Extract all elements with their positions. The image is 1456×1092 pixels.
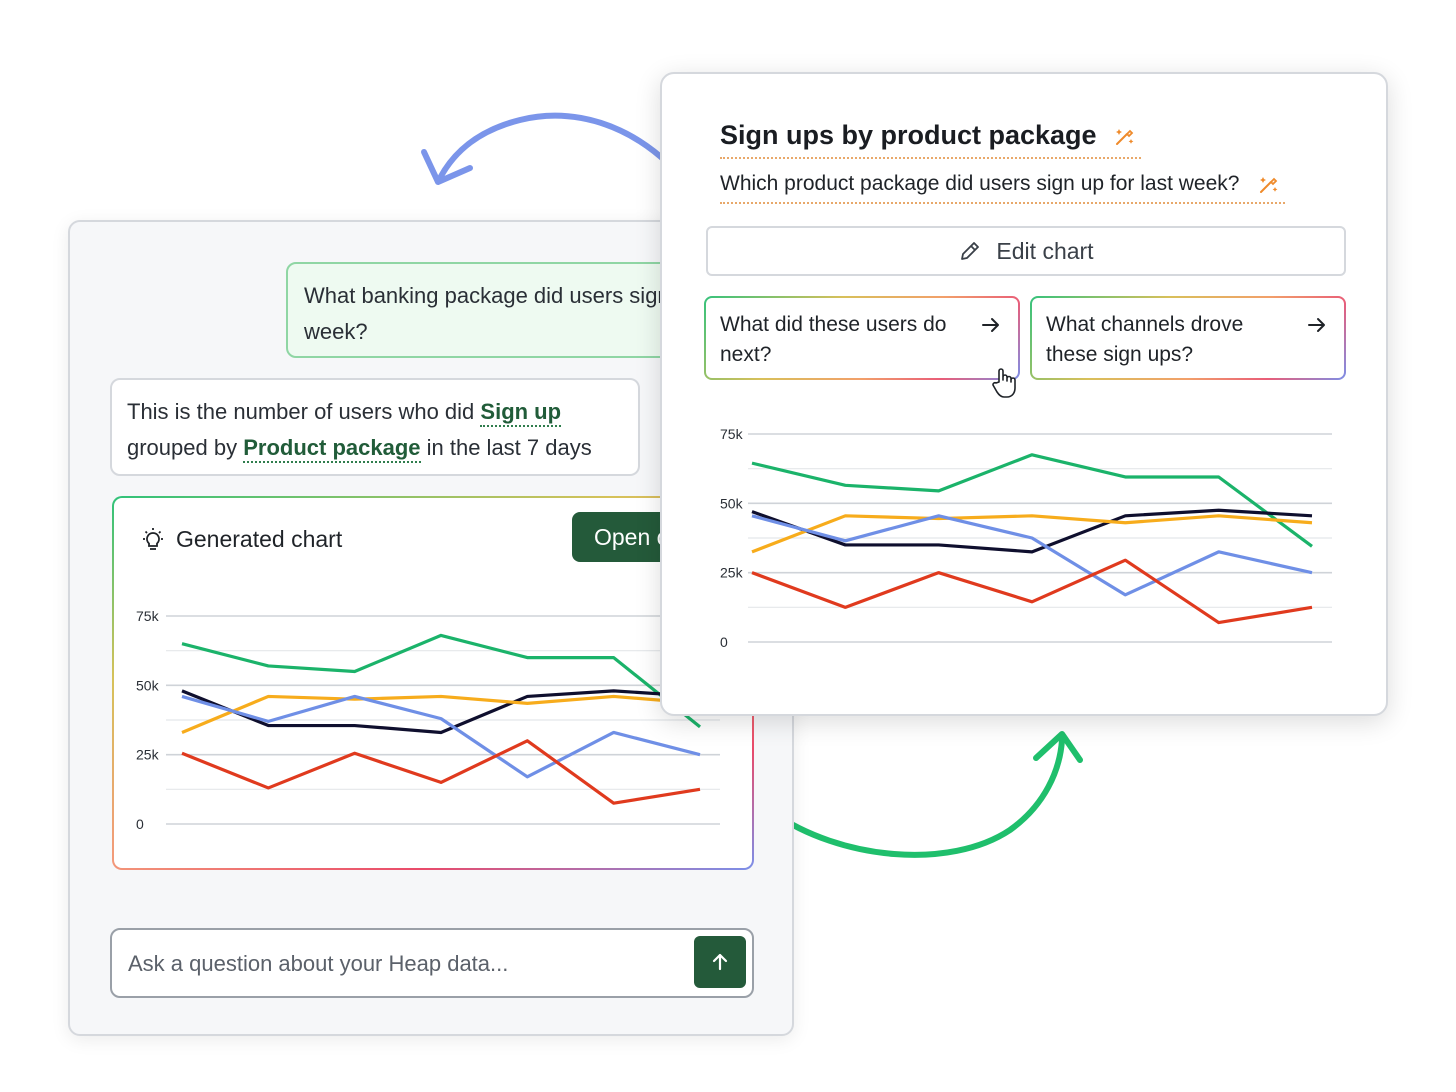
series-line-0 bbox=[751, 453, 1313, 548]
event-tag[interactable]: Sign up bbox=[480, 399, 562, 427]
green-curved-arrow bbox=[769, 737, 1065, 858]
ask-input[interactable] bbox=[126, 930, 690, 998]
y-tick-label: 25k bbox=[720, 565, 744, 581]
arrow-right-icon bbox=[982, 318, 999, 332]
series-line-3 bbox=[181, 694, 701, 779]
y-tick-label: 50k bbox=[720, 495, 744, 511]
suggestion-label: What channels drove these sign ups? bbox=[1046, 313, 1244, 366]
sparkle-icon[interactable] bbox=[1111, 124, 1137, 150]
answer-suffix: in the last 7 days bbox=[426, 435, 592, 460]
generated-chart-label: Generated chart bbox=[176, 526, 343, 552]
chart-subtitle-text: Which product package did users sign up … bbox=[720, 172, 1240, 195]
series-line-0 bbox=[181, 633, 702, 729]
y-tick-label: 75k bbox=[720, 426, 744, 442]
property-tag[interactable]: Product package bbox=[243, 435, 421, 463]
chart-panel: Sign ups by product package Which produc… bbox=[660, 72, 1388, 716]
blue-arrow-head bbox=[421, 149, 473, 185]
answer-mid: grouped by bbox=[127, 435, 238, 460]
generated-line-chart: 0 25k 50k 75k bbox=[136, 608, 720, 832]
y-tick-label: 25k bbox=[136, 747, 160, 763]
series-line-2 bbox=[181, 694, 701, 734]
chart-title[interactable]: Sign ups by product package bbox=[720, 120, 1141, 159]
lightbulb-icon bbox=[143, 527, 163, 550]
chart-subtitle[interactable]: Which product package did users sign up … bbox=[720, 172, 1286, 204]
edit-chart-button[interactable]: Edit chart bbox=[706, 226, 1346, 276]
suggestion-next-actions[interactable]: What did these users do next? bbox=[704, 296, 1020, 380]
chart-title-text: Sign ups by product package bbox=[720, 120, 1097, 150]
hand-pointer-icon bbox=[992, 368, 1016, 398]
pencil-icon bbox=[961, 242, 980, 260]
series-line-3 bbox=[751, 514, 1313, 597]
suggestion-channels[interactable]: What channels drove these sign ups? bbox=[1030, 296, 1346, 380]
arrow-up-icon bbox=[712, 953, 728, 971]
y-tick-label: 75k bbox=[136, 608, 160, 624]
answer-prefix: This is the number of users who did bbox=[127, 399, 475, 424]
series-line-1 bbox=[181, 689, 701, 735]
ask-box bbox=[110, 928, 754, 998]
series-line-2 bbox=[751, 514, 1313, 554]
generated-chart-card: Generated chart Open chart 0 25k 50k 75k bbox=[112, 496, 754, 870]
series-line-1 bbox=[751, 508, 1313, 554]
series-line-4 bbox=[181, 739, 701, 805]
arrow-right-icon bbox=[1308, 318, 1325, 332]
send-button[interactable] bbox=[694, 936, 746, 988]
assistant-message: This is the number of users who did Sign… bbox=[110, 378, 640, 476]
y-tick-label: 50k bbox=[136, 677, 160, 693]
green-arrow-head bbox=[1033, 731, 1083, 763]
sign-ups-line-chart: 0 25k 50k 75k bbox=[720, 426, 1332, 650]
series-line-4 bbox=[751, 558, 1313, 625]
suggestion-label: What did these users do next? bbox=[720, 313, 947, 366]
sparkle-icon[interactable] bbox=[1255, 172, 1281, 198]
y-tick-label: 0 bbox=[720, 634, 728, 650]
edit-chart-label: Edit chart bbox=[996, 237, 1094, 264]
y-tick-label: 0 bbox=[136, 816, 144, 832]
generated-chart-header: Generated chart bbox=[140, 526, 342, 553]
